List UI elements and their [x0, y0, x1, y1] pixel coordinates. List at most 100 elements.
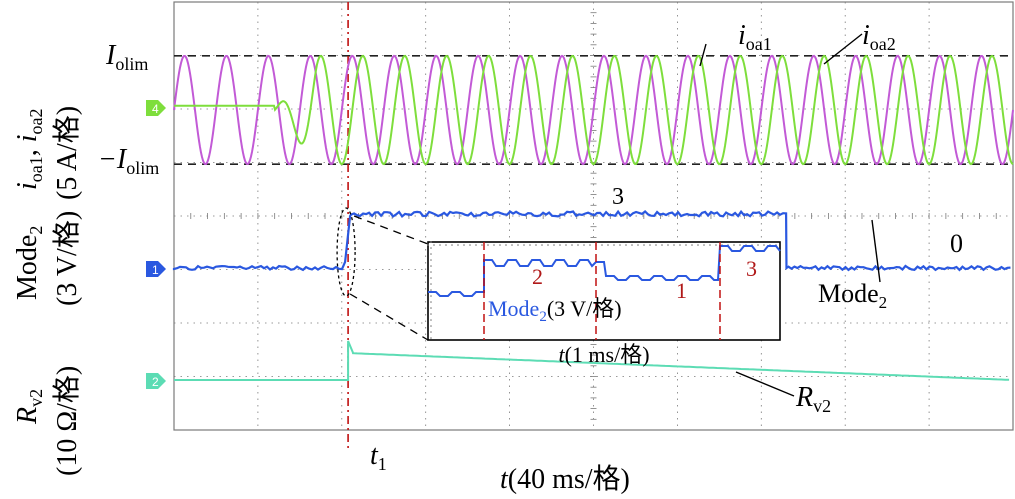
inset-mode2-label: Mode2(3 V/格)	[488, 296, 622, 325]
inset-grid-dot	[517, 244, 519, 246]
inset-grid-dot	[565, 244, 567, 246]
inset-grid-dot	[430, 247, 432, 249]
legend-ioa1-pointer	[700, 44, 706, 66]
marker-ch4-text: 4	[152, 102, 159, 116]
marker-ch1: 1	[146, 261, 166, 277]
inset-state-2-label-part: 2	[532, 264, 543, 289]
inset-grid-dot	[439, 244, 441, 246]
inset-grid-dot	[709, 244, 711, 246]
marker-ch2-text: 2	[152, 375, 159, 389]
inset-grid-dot	[559, 244, 561, 246]
inset-grid-dot	[469, 244, 471, 246]
ylabel-rv2-scale: (10 Ω/格)	[51, 366, 83, 476]
inset-grid-dot	[427, 244, 429, 246]
ylabel-mode2: Mode2	[12, 226, 46, 300]
inset-grid-dot	[535, 244, 537, 246]
inset-grid-dot	[523, 244, 525, 246]
inset-grid-dot	[541, 244, 543, 246]
inset-grid-dot	[607, 244, 609, 246]
inset-grid-dot	[529, 244, 531, 246]
inset-grid-dot	[649, 244, 651, 246]
state-0-label: 0	[950, 229, 963, 258]
inset-grid-dot	[739, 244, 741, 246]
mode2-inset: 213Mode2(3 V/格)t(1 ms/格)	[337, 208, 780, 367]
inset-grid-dot	[511, 244, 513, 246]
inset-grid-dot	[430, 295, 432, 297]
mode2-pointer	[872, 220, 880, 282]
inset-grid-dot	[430, 259, 432, 261]
inset-grid-dot	[577, 244, 579, 246]
marker-ch1-text: 1	[152, 263, 159, 277]
inset-mode2-label-part: 2	[539, 309, 547, 325]
inset-grid-dot	[673, 244, 675, 246]
inset-grid-dot	[430, 271, 432, 273]
inset-grid-dot	[553, 244, 555, 246]
state-3-label: 3	[612, 184, 624, 210]
inset-grid-dot	[619, 244, 621, 246]
ylabel-rv2: Rv2	[12, 389, 46, 425]
inset-grid-dot	[499, 244, 501, 246]
inset-grid-dot	[655, 244, 657, 246]
ylabel-current: ioa1, ioa2	[12, 108, 46, 190]
inset-time-label-part: (1 ms/格)	[565, 342, 650, 367]
inset-grid-dot	[430, 307, 432, 309]
mode2-label: Mode2	[818, 279, 887, 312]
inset-state-2-label: 2	[532, 264, 543, 289]
marker-ch2: 2	[146, 373, 166, 389]
inset-state-1-label-part: 1	[676, 278, 687, 303]
inset-grid-dot	[430, 241, 432, 243]
inset-mode2-label-part: (3 V/格)	[547, 296, 622, 321]
ylabel-mode2-scale: (3 V/格)	[51, 211, 83, 306]
inset-grid-dot	[715, 244, 717, 246]
marker-ch4: 4	[146, 100, 166, 116]
inset-grid-dot	[430, 325, 432, 327]
inset-state-3-label: 3	[746, 256, 757, 281]
inset-grid-dot	[679, 244, 681, 246]
inset-grid-dot	[601, 244, 603, 246]
inset-grid-dot	[643, 244, 645, 246]
zoom-leader-bottom	[350, 294, 428, 340]
inset-grid-dot	[697, 244, 699, 246]
legend-ioa1: ioa1	[738, 20, 772, 54]
inset-grid-dot	[757, 244, 759, 246]
inset-state-3-label-part: 3	[746, 256, 757, 281]
inset-grid-dot	[451, 244, 453, 246]
rv2-pointer	[736, 372, 794, 396]
inset-grid-dot	[631, 244, 633, 246]
inset-grid-dot	[625, 244, 627, 246]
inset-mode2-label-part: Mode	[488, 296, 539, 321]
inset-grid-dot	[430, 253, 432, 255]
inset-grid-dot	[703, 244, 705, 246]
inset-state-1-label: 1	[676, 278, 687, 303]
inset-grid-dot	[430, 337, 432, 339]
inset-grid-dot	[667, 244, 669, 246]
iolim-label: Iolim	[105, 40, 148, 74]
legend-ioa2: ioa2	[862, 20, 896, 54]
inset-grid-dot	[457, 244, 459, 246]
inset-grid-dot	[589, 244, 591, 246]
ylabel-current-scale: (5 A/格)	[51, 106, 83, 200]
inset-grid-dot	[430, 265, 432, 267]
inset-grid-dot	[430, 313, 432, 315]
inset-grid-dot	[685, 244, 687, 246]
inset-grid-dot	[463, 244, 465, 246]
inset-grid-dot	[763, 244, 765, 246]
inset-grid-dot	[430, 331, 432, 333]
inset-grid-dot	[691, 244, 693, 246]
inset-time-label: t(1 ms/格)	[558, 342, 649, 367]
inset-grid-dot	[445, 244, 447, 246]
inset-grid-dot	[475, 244, 477, 246]
trace-ioa1	[174, 56, 1013, 164]
inset-grid-dot	[733, 244, 735, 246]
rv2-label: Rv2	[795, 382, 831, 416]
zoom-leader-top	[354, 216, 428, 244]
inset-grid-dot	[430, 283, 432, 285]
inset-grid-dot	[430, 277, 432, 279]
neg-iolim-label: −Iolim	[98, 144, 159, 178]
inset-grid-dot	[430, 301, 432, 303]
inset-grid-dot	[493, 244, 495, 246]
inset-grid-dot	[637, 244, 639, 246]
inset-grid-dot	[487, 244, 489, 246]
legend-ioa2-pointer	[824, 34, 862, 64]
